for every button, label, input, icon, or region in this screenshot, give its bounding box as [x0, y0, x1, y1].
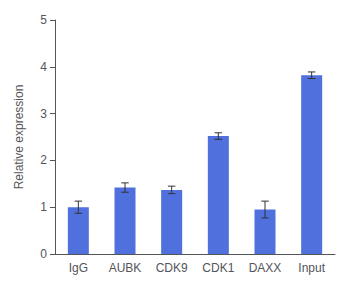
svg-text:Relative expression: Relative expression	[12, 85, 26, 190]
svg-text:0: 0	[40, 247, 47, 261]
svg-text:AUBK: AUBK	[109, 261, 142, 275]
svg-text:4: 4	[40, 60, 47, 74]
svg-text:CDK9: CDK9	[156, 261, 188, 275]
svg-text:Input: Input	[298, 261, 325, 275]
svg-text:DAXX: DAXX	[249, 261, 282, 275]
svg-text:1: 1	[40, 200, 47, 214]
svg-text:2: 2	[40, 153, 47, 167]
svg-text:5: 5	[40, 13, 47, 27]
svg-text:CDK1: CDK1	[202, 261, 234, 275]
svg-text:3: 3	[40, 107, 47, 121]
svg-text:IgG: IgG	[69, 261, 88, 275]
